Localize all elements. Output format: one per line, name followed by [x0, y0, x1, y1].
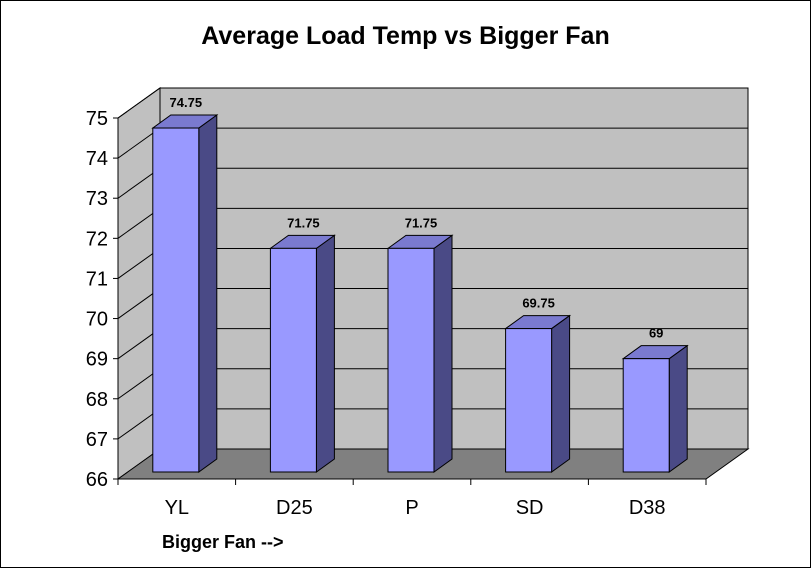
y-tick-label: 66	[86, 469, 108, 491]
bar-side	[433, 234, 453, 473]
data-label: 69	[649, 326, 663, 341]
y-tick-label: 68	[86, 389, 108, 411]
x-tick-label: D25	[276, 497, 313, 519]
y-tick-label: 69	[86, 349, 108, 371]
x-tick-label: YL	[165, 497, 189, 519]
bar	[505, 328, 553, 473]
bar-side	[551, 314, 571, 473]
y-tick-label: 67	[86, 429, 108, 451]
y-tick-label: 73	[86, 188, 108, 210]
bar	[269, 247, 317, 473]
bar	[622, 358, 670, 473]
y-tick-label: 74	[86, 148, 108, 170]
bar-side	[315, 234, 335, 473]
x-tick-label: SD	[516, 497, 544, 519]
bar-side	[198, 114, 218, 473]
data-label: 71.75	[287, 215, 320, 230]
bar	[387, 247, 435, 473]
y-tick-label: 72	[86, 228, 108, 250]
bar	[152, 127, 200, 473]
gridline	[117, 87, 748, 119]
x-tick-label: P	[405, 497, 418, 519]
bar-side	[668, 344, 688, 473]
chart-title: Average Load Temp vs Bigger Fan	[201, 22, 610, 50]
y-tick-label: 75	[86, 108, 108, 130]
y-tick-label: 71	[86, 268, 108, 290]
y-tick-label: 70	[86, 309, 108, 331]
data-label: 71.75	[405, 215, 438, 230]
x-axis-title: Bigger Fan -->	[162, 532, 284, 552]
data-label: 74.75	[170, 95, 203, 110]
data-label: 69.75	[522, 296, 555, 311]
x-tick-label: D38	[629, 497, 666, 519]
